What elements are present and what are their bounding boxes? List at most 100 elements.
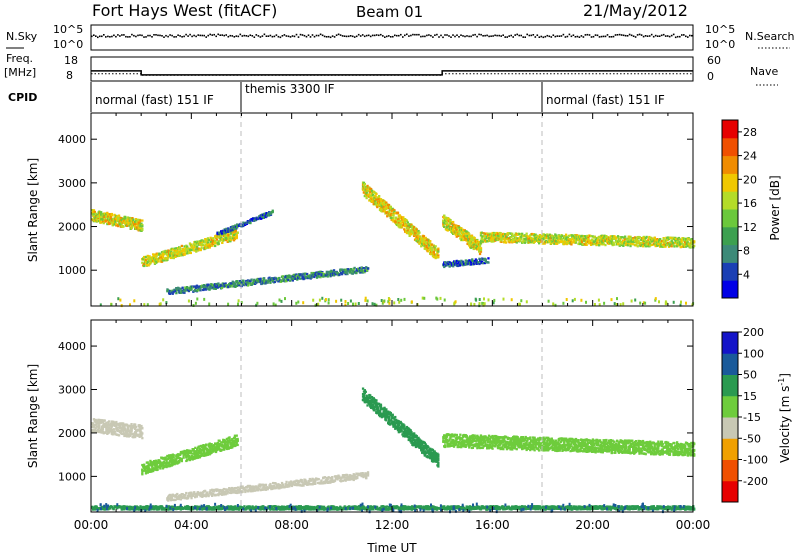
heatmap-cell: [493, 234, 496, 237]
heatmap-cell: [425, 246, 428, 250]
heatmap-cell: [167, 499, 170, 502]
heatmap-cell: [393, 210, 396, 213]
heatmap-cell: [473, 303, 476, 306]
heatmap-cell: [164, 256, 167, 260]
heatmap-cell: [649, 244, 652, 247]
heatmap-cell: [457, 225, 460, 228]
heatmap-cell: [444, 261, 447, 264]
heatmap-cell: [294, 277, 297, 280]
heatmap-cell: [659, 238, 662, 241]
heatmap-cell: [462, 233, 466, 236]
heatmap-cell: [110, 221, 113, 224]
heatmap-cell: [389, 205, 392, 208]
heatmap-cell: [183, 291, 186, 294]
noise-dots: [91, 33, 693, 39]
heatmap-cell: [190, 288, 193, 291]
heatmap-cell: [194, 240, 197, 244]
heatmap-cell: [99, 303, 102, 307]
heatmap-cell: [153, 463, 157, 466]
noise-dot: [161, 35, 163, 37]
noise-dot: [430, 34, 432, 37]
noise-dot: [400, 33, 402, 36]
heatmap-cell: [179, 452, 183, 455]
heatmap-cell: [479, 250, 483, 253]
noise-dot: [618, 33, 621, 36]
noise-dot: [442, 36, 444, 39]
heatmap-cell: [668, 241, 672, 244]
heatmap-cell: [430, 243, 434, 246]
heatmap-cell: [226, 443, 229, 446]
heatmap-cell: [510, 236, 513, 239]
heatmap-cell: [610, 242, 613, 245]
heatmap-cell: [127, 223, 130, 226]
heatmap-cell: [619, 303, 622, 307]
heatmap-cell: [536, 239, 539, 242]
heatmap-cell: [289, 276, 293, 279]
heatmap-cell: [598, 242, 601, 246]
heatmap-cell: [193, 457, 196, 460]
heatmap-cell: [688, 242, 691, 245]
heatmap-cell: [632, 243, 635, 246]
heatmap-cell: [371, 302, 374, 306]
heatmap-cell: [615, 237, 618, 240]
heatmap-cell: [449, 225, 452, 228]
heatmap-cell: [533, 240, 536, 243]
power-colorbar-swatch: [722, 244, 738, 263]
heatmap-cell: [519, 239, 522, 242]
heatmap-cell: [616, 297, 618, 301]
heatmap-cell: [327, 298, 330, 302]
heatmap-cell: [364, 268, 367, 271]
heatmap-cell: [232, 239, 236, 242]
noise-dot: [99, 35, 101, 38]
heatmap-cell: [131, 225, 134, 228]
noise-dot: [221, 34, 223, 36]
heatmap-cell: [304, 272, 307, 275]
heatmap-cell: [101, 421, 105, 424]
heatmap-cell: [146, 461, 149, 464]
heatmap-cell: [104, 217, 107, 221]
heatmap-cell: [293, 273, 296, 276]
noise-dot: [205, 36, 207, 38]
noise-dot: [668, 35, 671, 38]
noise-dot: [235, 35, 238, 37]
heatmap-cell: [233, 487, 236, 490]
heatmap-cell: [205, 492, 208, 495]
heatmap-cell: [174, 498, 177, 501]
heatmap-cell: [493, 298, 496, 302]
heatmap-cell: [269, 280, 272, 283]
heatmap-cell: [685, 240, 689, 243]
heatmap-cell: [437, 250, 440, 253]
heatmap-cell: [526, 235, 529, 238]
y-tick-label: 4000: [58, 133, 86, 146]
noise-dot: [109, 36, 111, 38]
noise-dot: [165, 34, 167, 37]
noise-dot: [384, 36, 386, 38]
noise-right-tick-bottom: 10^0: [705, 38, 735, 51]
heatmap-cell: [232, 281, 235, 284]
heatmap-cell: [644, 301, 647, 305]
heatmap-cell: [224, 446, 228, 449]
noise-dot: [468, 35, 470, 38]
heatmap-cell: [130, 227, 133, 230]
heatmap-cell: [481, 240, 484, 243]
noise-dot: [658, 35, 661, 37]
noise-dot: [305, 35, 308, 38]
heatmap-cell: [624, 243, 628, 247]
heatmap-cell: [141, 437, 144, 440]
heatmap-cell: [180, 250, 183, 253]
noise-dot: [610, 36, 613, 38]
power-colorbar-tick-label: 20: [743, 173, 757, 186]
heatmap-cell: [168, 497, 172, 500]
noise-dot: [233, 36, 236, 38]
heatmap-cell: [613, 302, 616, 306]
heatmap-cell: [365, 196, 368, 200]
heatmap-cell: [223, 447, 226, 450]
heatmap-cell: [234, 230, 237, 233]
heatmap-cell: [566, 236, 569, 239]
heatmap-cell: [654, 244, 657, 248]
noise-dot: [674, 36, 677, 39]
heatmap-cell: [218, 491, 221, 494]
heatmap-cell: [355, 271, 358, 275]
heatmap-cell: [437, 248, 440, 251]
